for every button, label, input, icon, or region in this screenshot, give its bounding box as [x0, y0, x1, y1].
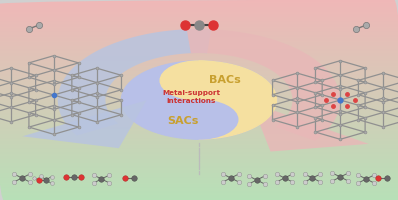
- Polygon shape: [22, 100, 146, 148]
- Circle shape: [160, 61, 238, 100]
- Wedge shape: [199, 61, 277, 139]
- Polygon shape: [251, 103, 369, 152]
- Text: SACs: SACs: [168, 116, 199, 126]
- Polygon shape: [58, 29, 211, 136]
- Polygon shape: [187, 29, 340, 141]
- Circle shape: [160, 100, 238, 139]
- Text: BACs: BACs: [209, 75, 241, 85]
- Text: Metal-support
interactions: Metal-support interactions: [162, 90, 220, 104]
- Circle shape: [121, 61, 277, 139]
